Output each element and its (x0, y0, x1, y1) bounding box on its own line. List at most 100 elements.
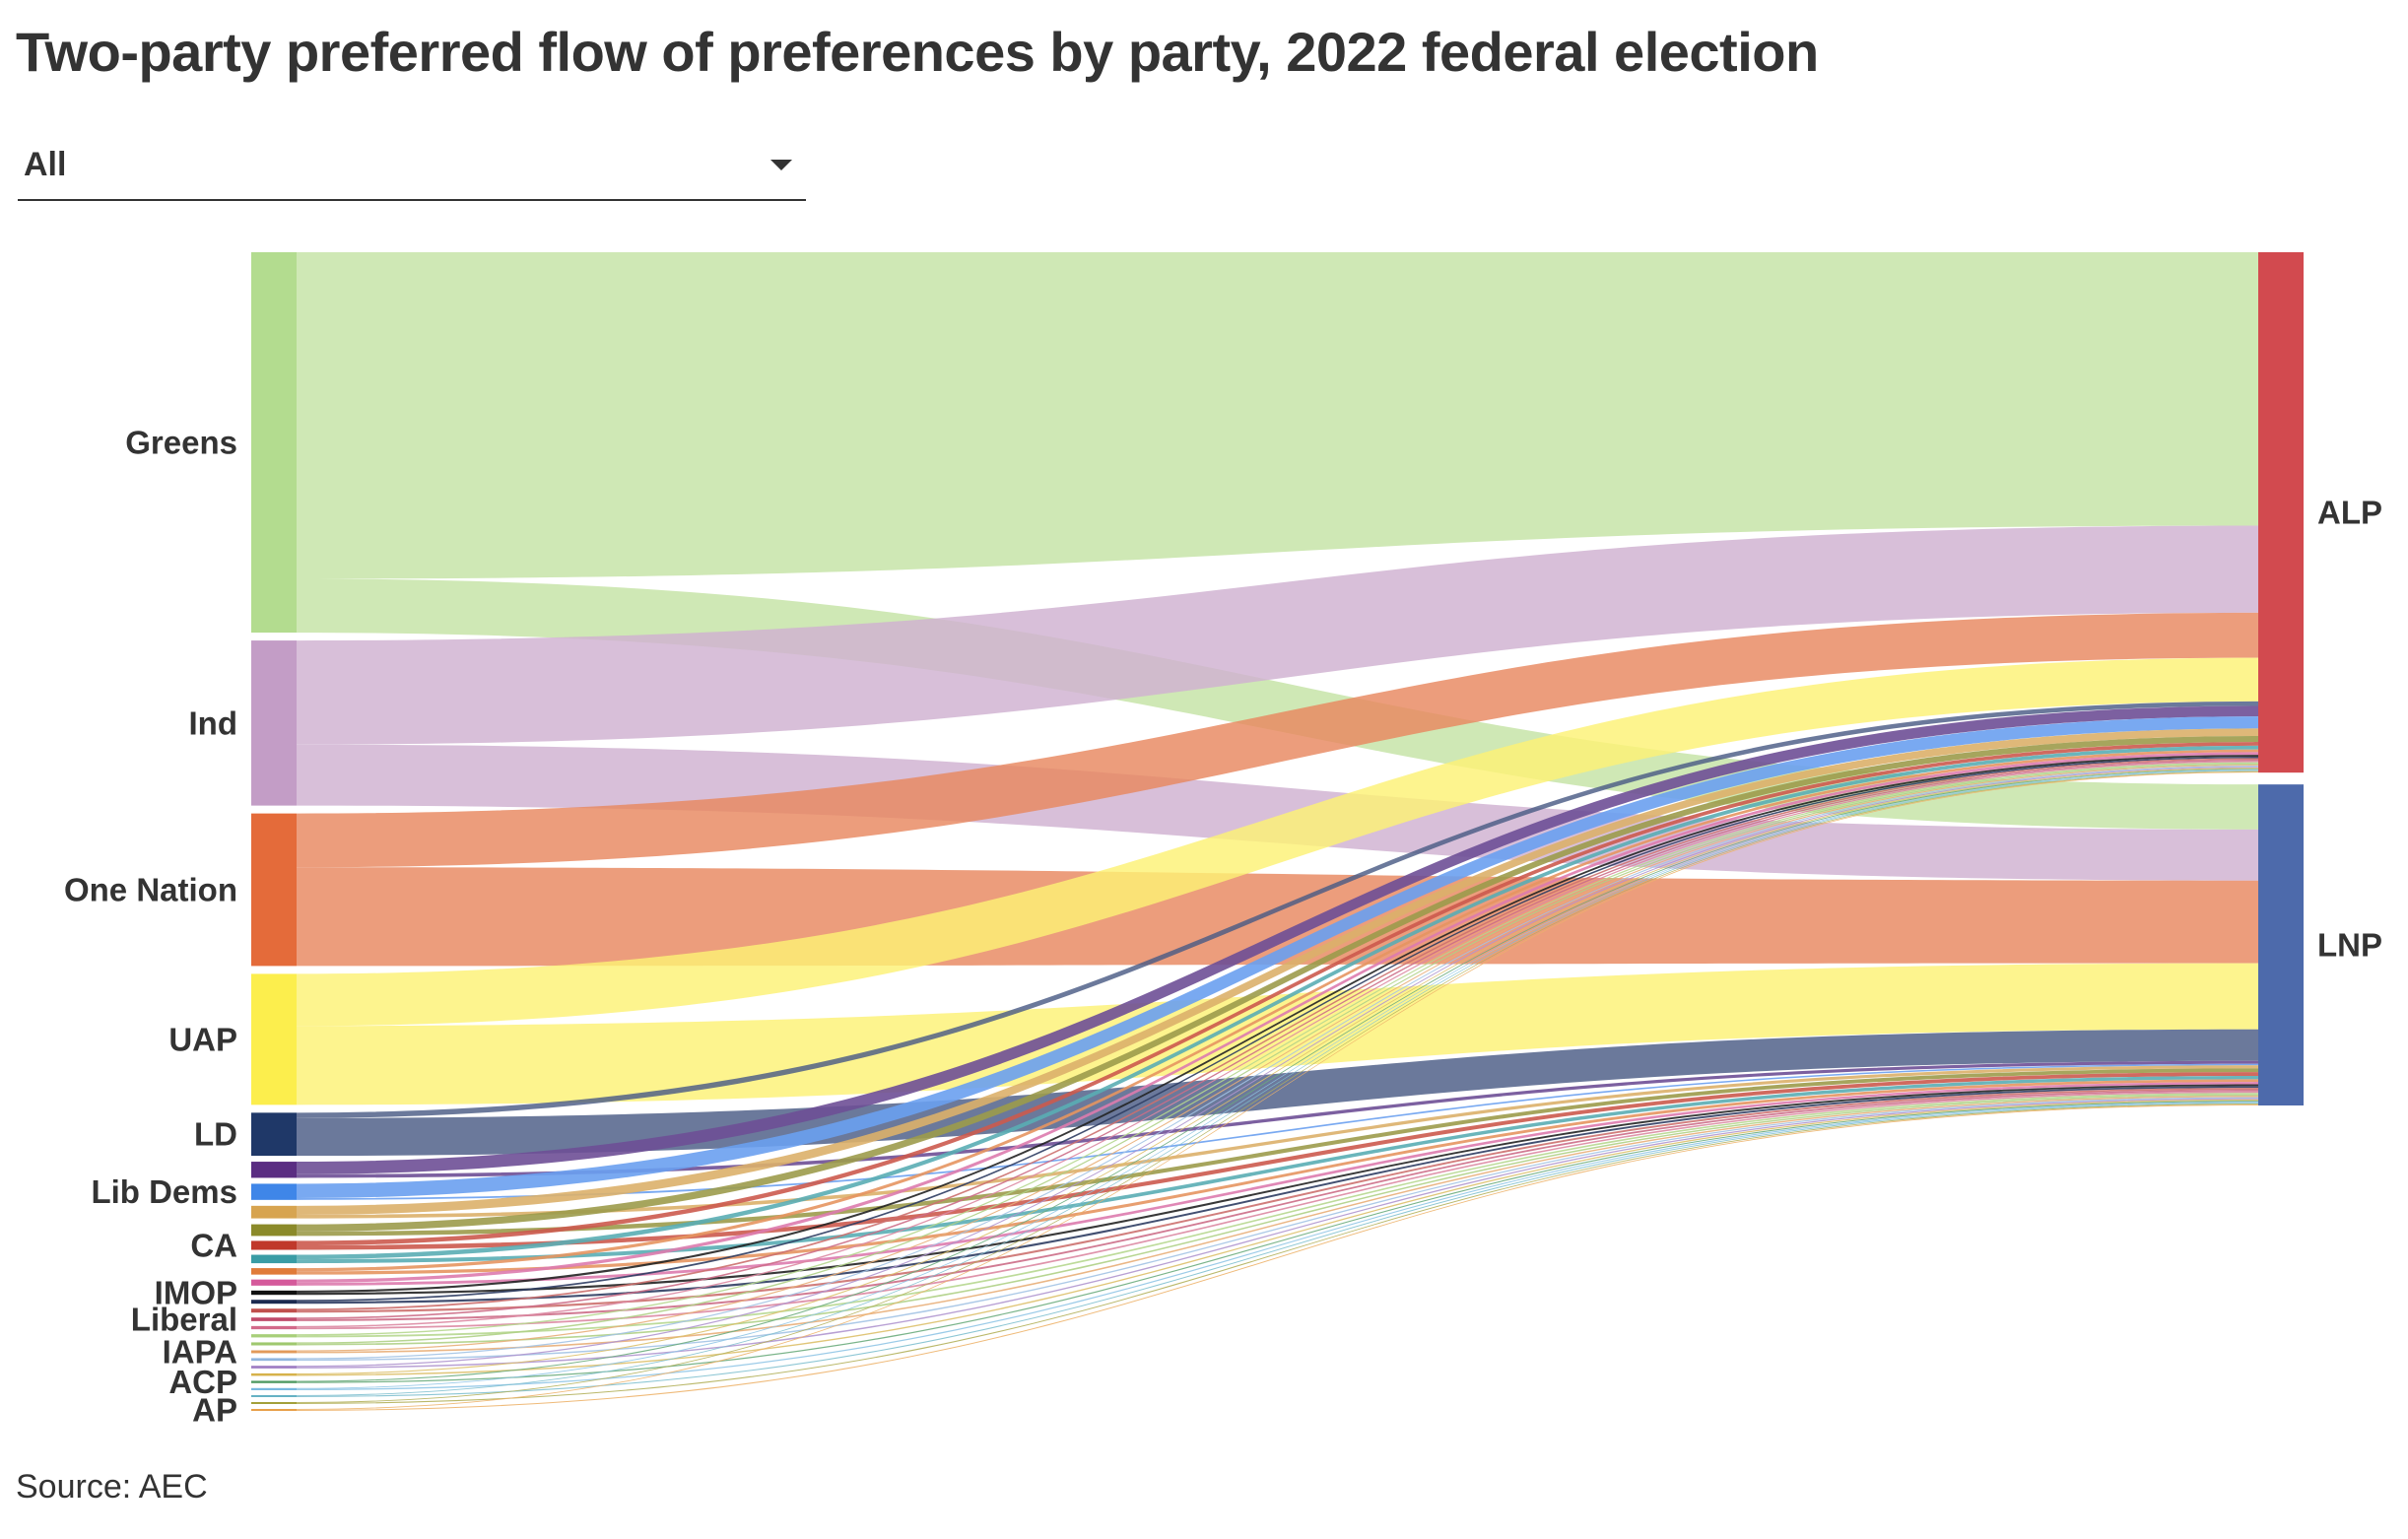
flow-p24-to-lnp[interactable] (297, 1099, 2258, 1376)
flow-p6-to-alp[interactable] (297, 705, 2258, 1174)
node-acp[interactable] (251, 1380, 297, 1383)
flow-p15-to-alp[interactable] (297, 757, 2258, 1303)
flow-ap-to-lnp[interactable] (297, 1104, 2258, 1411)
flow-p16-to-alp[interactable] (297, 758, 2258, 1311)
node-imop[interactable] (251, 1290, 297, 1296)
flow-p11-to-lnp[interactable] (297, 1075, 2258, 1264)
flow-iapa-to-alp[interactable] (297, 765, 2258, 1352)
flow-p12-to-alp[interactable] (297, 749, 2258, 1272)
node-p26[interactable] (251, 1387, 297, 1390)
node-ind[interactable] (251, 640, 297, 806)
party-filter-dropdown[interactable]: All (18, 136, 806, 201)
flow-p8-to-alp[interactable] (297, 728, 2258, 1215)
flow-lib-dems-to-alp[interactable] (297, 716, 2258, 1199)
node-p28[interactable] (251, 1401, 297, 1404)
node-p15[interactable] (251, 1300, 297, 1305)
flow-p27-to-alp[interactable] (297, 770, 2258, 1396)
flow-p18-to-lnp[interactable] (297, 1091, 2258, 1330)
node-p8[interactable] (251, 1205, 297, 1219)
flow-ap-to-alp[interactable] (297, 771, 2258, 1410)
flow-p11-to-alp[interactable] (297, 745, 2258, 1260)
node-label-iapa: IAPA (163, 1333, 237, 1370)
flow-p20-to-lnp[interactable] (297, 1094, 2258, 1346)
node-label-ap: AP (192, 1391, 237, 1428)
node-lnp[interactable] (2258, 784, 2304, 1105)
flow-p23-to-alp[interactable] (297, 767, 2258, 1368)
flow-p8-to-lnp[interactable] (297, 1065, 2258, 1219)
flow-liberal-to-lnp[interactable] (297, 1089, 2258, 1321)
node-liberal[interactable] (251, 1317, 297, 1321)
flow-p9-to-alp[interactable] (297, 735, 2258, 1232)
flow-greens-to-alp[interactable] (297, 252, 2258, 579)
node-label-ld: LD (194, 1116, 237, 1153)
flow-p22-to-lnp[interactable] (297, 1097, 2258, 1362)
node-lib-dems[interactable] (251, 1183, 297, 1200)
flow-imop-to-alp[interactable] (297, 755, 2258, 1294)
flow-one-nation-to-alp[interactable] (297, 612, 2258, 868)
node-p9[interactable] (251, 1224, 297, 1237)
flow-ca-to-alp[interactable] (297, 742, 2258, 1245)
node-p16[interactable] (251, 1308, 297, 1313)
node-label-one-nation: One Nation (64, 872, 237, 908)
node-label-imop: IMOP (155, 1275, 237, 1311)
flow-p15-to-lnp[interactable] (297, 1086, 2258, 1305)
flow-p24-to-alp[interactable] (297, 768, 2258, 1374)
node-p18[interactable] (251, 1325, 297, 1330)
flow-p18-to-alp[interactable] (297, 761, 2258, 1328)
flow-acp-to-lnp[interactable] (297, 1101, 2258, 1383)
flow-p13-to-alp[interactable] (297, 752, 2258, 1283)
sankey-nodes (251, 252, 2304, 1411)
flow-ind-to-lnp[interactable] (297, 744, 2258, 881)
node-p27[interactable] (251, 1394, 297, 1397)
flow-p23-to-lnp[interactable] (297, 1098, 2258, 1369)
node-p22[interactable] (251, 1358, 297, 1362)
node-p23[interactable] (251, 1366, 297, 1369)
node-label-acp: ACP (168, 1364, 237, 1400)
node-p6[interactable] (251, 1162, 297, 1178)
flow-liberal-to-alp[interactable] (297, 760, 2258, 1319)
node-label-alp: ALP (2317, 495, 2382, 531)
flow-ind-to-alp[interactable] (297, 525, 2258, 745)
flow-uap-to-alp[interactable] (297, 657, 2258, 1027)
node-one-nation[interactable] (251, 813, 297, 967)
node-label-lib-dems: Lib Dems (91, 1173, 237, 1210)
node-ca[interactable] (251, 1240, 297, 1250)
flow-ca-to-lnp[interactable] (297, 1072, 2258, 1250)
flow-p12-to-lnp[interactable] (297, 1079, 2258, 1275)
node-greens[interactable] (251, 252, 297, 634)
node-p12[interactable] (251, 1268, 297, 1275)
chevron-down-icon[interactable] (770, 160, 792, 170)
flow-p16-to-lnp[interactable] (297, 1088, 2258, 1313)
flow-ld-to-alp[interactable] (297, 701, 2258, 1118)
flow-p26-to-lnp[interactable] (297, 1102, 2258, 1390)
flow-p28-to-lnp[interactable] (297, 1104, 2258, 1404)
flow-p6-to-lnp[interactable] (297, 1060, 2258, 1178)
sankey-links (297, 252, 2258, 1411)
flow-p22-to-alp[interactable] (297, 766, 2258, 1360)
flow-lib-dems-to-lnp[interactable] (297, 1063, 2258, 1200)
flow-p9-to-lnp[interactable] (297, 1068, 2258, 1237)
node-iapa[interactable] (251, 1350, 297, 1354)
page-title: Two-party preferred flow of preferences … (16, 21, 1819, 83)
node-label-greens: Greens (125, 425, 237, 461)
flow-acp-to-alp[interactable] (297, 769, 2258, 1382)
node-p11[interactable] (251, 1254, 297, 1264)
flow-p20-to-alp[interactable] (297, 763, 2258, 1344)
flow-p26-to-alp[interactable] (297, 770, 2258, 1389)
node-uap[interactable] (251, 973, 297, 1105)
flow-p13-to-lnp[interactable] (297, 1082, 2258, 1286)
node-label-lnp: LNP (2317, 927, 2382, 964)
flow-p19-to-lnp[interactable] (297, 1093, 2258, 1338)
node-alp[interactable] (2258, 252, 2304, 773)
node-p13[interactable] (251, 1279, 297, 1286)
node-p20[interactable] (251, 1342, 297, 1346)
node-p19[interactable] (251, 1334, 297, 1338)
node-p24[interactable] (251, 1372, 297, 1376)
flow-iapa-to-lnp[interactable] (297, 1096, 2258, 1354)
flow-imop-to-lnp[interactable] (297, 1084, 2258, 1296)
node-ap[interactable] (251, 1408, 297, 1411)
flow-p27-to-lnp[interactable] (297, 1103, 2258, 1397)
node-ld[interactable] (251, 1112, 297, 1157)
flow-p19-to-alp[interactable] (297, 762, 2258, 1336)
flow-p28-to-alp[interactable] (297, 770, 2258, 1403)
